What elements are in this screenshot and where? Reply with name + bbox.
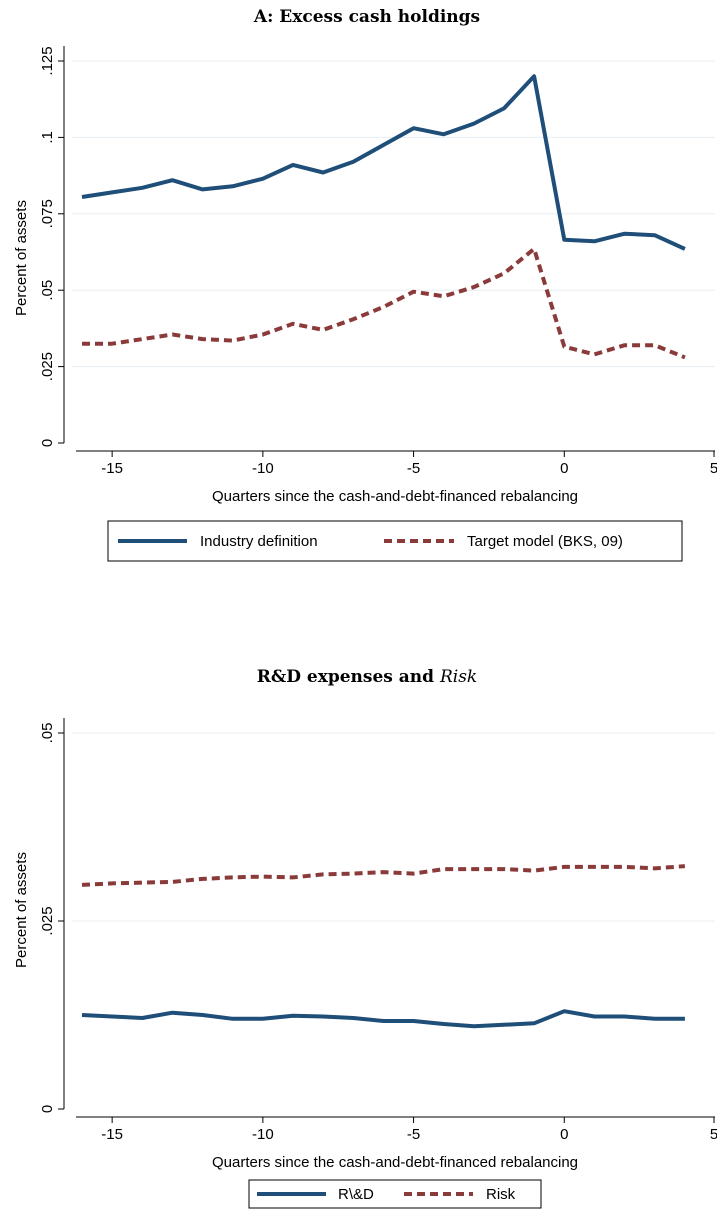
legend-box bbox=[107, 520, 683, 562]
x-tick-label: -5 bbox=[407, 460, 420, 477]
y-axis-label: Percent of assets bbox=[13, 200, 30, 316]
chart-panel-b: R&D expenses and Risk 0 .025 .05 -15 -10 -5 0 5… bbox=[13, 667, 717, 1209]
chart-title: A: Excess cash holdings bbox=[253, 7, 480, 27]
y-tick-label: .05 bbox=[39, 723, 56, 744]
x-tick-label: 0 bbox=[560, 460, 568, 477]
chart-panel-a: A: Excess cash holdings 0 .025 .05 .075 .1 .1… bbox=[13, 7, 717, 562]
x-tick-label: -10 bbox=[252, 460, 274, 477]
x-tick-label: 5 bbox=[710, 1126, 717, 1143]
series-line-risk bbox=[81, 864, 686, 887]
x-tick-label: -10 bbox=[252, 1126, 274, 1143]
y-tick-label: .025 bbox=[39, 906, 56, 935]
x-axis-label: Quarters since the cash-and-debt-finance… bbox=[212, 1154, 578, 1171]
x-axis-label: Quarters since the cash-and-debt-finance… bbox=[212, 488, 578, 505]
y-tick-label: .125 bbox=[39, 46, 56, 75]
series-line-r-d bbox=[81, 1009, 685, 1029]
y-axis-label: Percent of assets bbox=[13, 852, 30, 968]
chart-title: R&D expenses and Risk bbox=[257, 667, 477, 687]
legend-label-risk: Risk bbox=[486, 1186, 516, 1203]
y-tick-label: .05 bbox=[39, 280, 56, 301]
y-tick-label: .1 bbox=[39, 131, 56, 144]
legend-label-target-model: Target model (BKS, 09) bbox=[467, 533, 623, 550]
y-tick-label: 0 bbox=[39, 439, 56, 447]
x-tick-label: -15 bbox=[101, 1126, 123, 1143]
x-tick-label: -15 bbox=[101, 460, 123, 477]
y-tick-label: 0 bbox=[39, 1105, 56, 1113]
legend-label-rd: R\&D bbox=[338, 1186, 374, 1203]
legend-label-industry-definition: Industry definition bbox=[200, 533, 318, 550]
x-tick-label: 5 bbox=[710, 460, 717, 477]
y-tick-label: .025 bbox=[39, 352, 56, 381]
legend: R\&D Risk bbox=[248, 1179, 542, 1209]
x-tick-label: 0 bbox=[560, 1126, 568, 1143]
series-line-target-model-bks-09 bbox=[82, 246, 686, 360]
y-tick-label: .075 bbox=[39, 199, 56, 228]
legend: Industry definition Target model (BKS, 0… bbox=[107, 520, 683, 562]
series-line-industry-definition bbox=[81, 74, 686, 251]
x-tick-label: -5 bbox=[407, 1126, 420, 1143]
